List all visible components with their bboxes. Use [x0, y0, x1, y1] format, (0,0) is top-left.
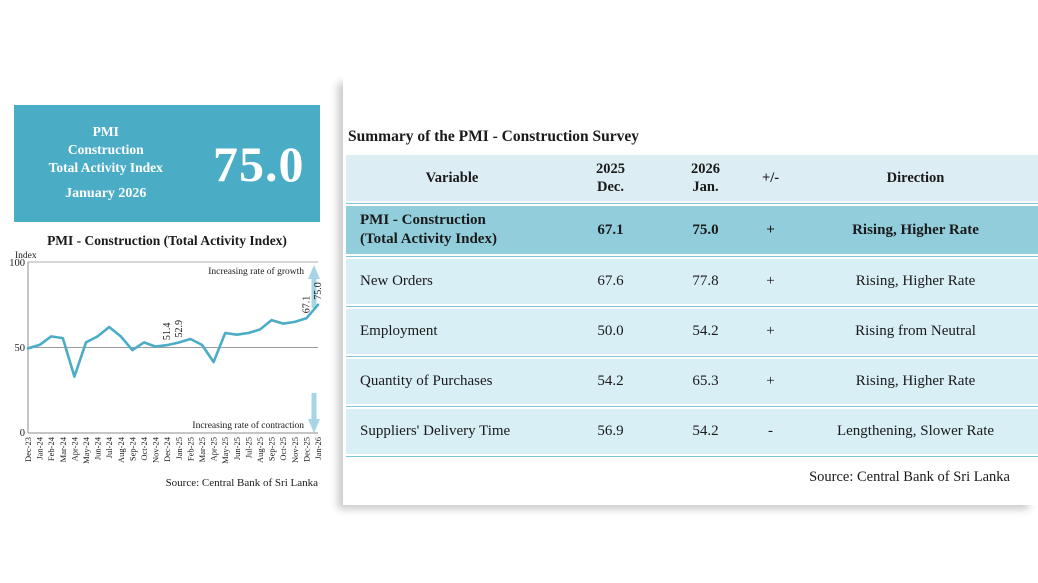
x-tick-label: Apr-24	[69, 436, 79, 461]
cell-direction: Rising from Neutral	[855, 323, 976, 340]
data-point-label: 75.0	[313, 282, 324, 300]
header-direction: Direction	[886, 169, 945, 186]
x-tick-label: Oct-25	[278, 437, 288, 461]
x-tick-label: Nov-25	[290, 437, 300, 463]
x-tick-label: Apr-25	[209, 437, 219, 461]
contraction-annotation: Increasing rate of contraction	[192, 420, 304, 431]
pmi-line-chart: Index 100 50 0 Increasing rate of growth…	[9, 251, 324, 489]
cell-sign: +	[766, 373, 775, 390]
kpi-title-line1: PMI	[92, 124, 119, 140]
row-separator	[346, 201, 1038, 206]
y-axis-label: Index	[15, 251, 37, 261]
cell-jan: 65.3	[692, 373, 719, 390]
x-tick-label: Jul-25	[243, 437, 253, 458]
x-tick-label: Sep-24	[127, 436, 137, 461]
x-tick-label: Dec-24	[162, 436, 172, 462]
summary-panel: Summary of the PMI - Construction Survey…	[343, 75, 1038, 505]
cell-direction: Lengthening, Slower Rate	[836, 423, 995, 440]
data-point-label: 51.4	[162, 323, 173, 341]
cell-variable: PMI - Construction (Total Activity Index…	[360, 212, 497, 247]
table-row-pmi: PMI - Construction (Total Activity Index…	[346, 206, 1038, 254]
growth-arrow-icon	[308, 265, 320, 308]
cell-sign: +	[766, 323, 775, 340]
x-tick-label: Dec-25	[301, 437, 311, 462]
cell-variable: Employment	[360, 323, 438, 340]
growth-annotation: Increasing rate of growth	[208, 266, 304, 277]
row-separator	[346, 254, 1038, 259]
cell-jan: 75.0	[692, 221, 719, 238]
cell-sign: +	[766, 273, 775, 290]
table-row-suppliers-delivery-time: Suppliers' Delivery Time 56.9 54.2 - Len…	[346, 409, 1038, 454]
x-tick-label: Mar-24	[58, 436, 68, 462]
cell-dec: 56.9	[597, 423, 624, 440]
ytick-100: 100	[9, 258, 25, 269]
header-variable: Variable	[425, 169, 479, 186]
contraction-arrow-icon	[308, 393, 320, 433]
kpi-banner: PMI Construction Total Activity Index Ja…	[14, 105, 320, 222]
data-point-label: 52.9	[174, 320, 185, 338]
x-tick-label: Dec-23	[23, 437, 33, 462]
x-tick-label: Jul-24	[104, 436, 114, 458]
x-tick-label: Aug-25	[255, 437, 265, 463]
kpi-period: January 2026	[65, 186, 147, 202]
cell-sign: -	[768, 423, 773, 440]
pmi-chart-widget: PMI Construction Total Activity Index Ja…	[9, 105, 324, 492]
cell-dec: 50.0	[597, 323, 624, 340]
x-tick-label: Mar-25	[197, 437, 207, 462]
kpi-title: PMI Construction Total Activity Index Ja…	[14, 123, 198, 204]
x-tick-label: Jun-25	[232, 437, 242, 460]
chart-title: PMI - Construction (Total Activity Index…	[47, 233, 287, 248]
ytick-50: 50	[15, 343, 26, 354]
table-title: Summary of the PMI - Construction Survey	[348, 128, 640, 145]
x-tick-label: Jan-25	[174, 437, 184, 460]
x-tick-label: Feb-25	[185, 437, 195, 461]
data-point-label: 67.1	[301, 296, 312, 314]
row-separator	[346, 454, 1038, 459]
cell-variable: Quantity of Purchases	[360, 373, 493, 390]
kpi-value: 75.0	[213, 135, 305, 192]
kpi-title-line2: Construction	[67, 141, 144, 157]
table-source: Source: Central Bank of Sri Lanka	[809, 469, 1010, 485]
x-tick-label: May-24	[81, 436, 91, 464]
ytick-0: 0	[20, 428, 25, 439]
row-separator	[346, 354, 1038, 359]
cell-direction: Rising, Higher Rate	[855, 273, 976, 290]
row-separator	[346, 404, 1038, 409]
cell-variable: Suppliers' Delivery Time	[360, 423, 511, 440]
cell-jan: 54.2	[692, 323, 719, 340]
cell-direction: Rising, Higher Rate	[855, 373, 976, 390]
x-tick-label: Jun-24	[93, 436, 103, 460]
x-tick-label: Aug-24	[116, 436, 126, 463]
x-tick-label: Nov-24	[151, 436, 161, 463]
cell-jan: 77.8	[692, 273, 719, 290]
cell-dec: 67.6	[597, 273, 624, 290]
cell-jan: 54.2	[692, 423, 719, 440]
chart-source: Source: Central Bank of Sri Lanka	[166, 477, 319, 489]
x-tick-label: Jan-26	[313, 437, 323, 460]
cell-dec: 67.1	[597, 221, 624, 238]
cell-variable: New Orders	[360, 273, 433, 290]
pmi-summary-table: Variable 2025 Dec. 2026 Jan. +/- Directi…	[346, 155, 1038, 459]
row-separator	[346, 304, 1038, 309]
pmi-series-line	[26, 303, 320, 378]
table-header-row: Variable 2025 Dec. 2026 Jan. +/- Directi…	[346, 155, 1038, 201]
x-tick-label: Feb-24	[46, 436, 56, 461]
header-2025-dec: 2025 Dec.	[596, 160, 625, 195]
kpi-title-line3: Total Activity Index	[48, 159, 163, 175]
header-2026-jan: 2026 Jan.	[691, 160, 720, 195]
x-tick-label: Sep-25	[267, 437, 277, 461]
table-row-employment: Employment 50.0 54.2 + Rising from Neutr…	[346, 309, 1038, 354]
table-row-new-orders: New Orders 67.6 77.8 + Rising, Higher Ra…	[346, 259, 1038, 304]
x-tick-label: May-25	[220, 437, 230, 464]
cell-dec: 54.2	[597, 373, 624, 390]
table-row-quantity-of-purchases: Quantity of Purchases 54.2 65.3 + Rising…	[346, 359, 1038, 404]
header-sign: +/-	[761, 169, 780, 186]
x-tick-label: Oct-24	[139, 436, 149, 460]
x-tick-label: Jan-24	[35, 436, 45, 459]
cell-sign: +	[766, 221, 775, 238]
cell-direction: Rising, Higher Rate	[852, 221, 979, 238]
